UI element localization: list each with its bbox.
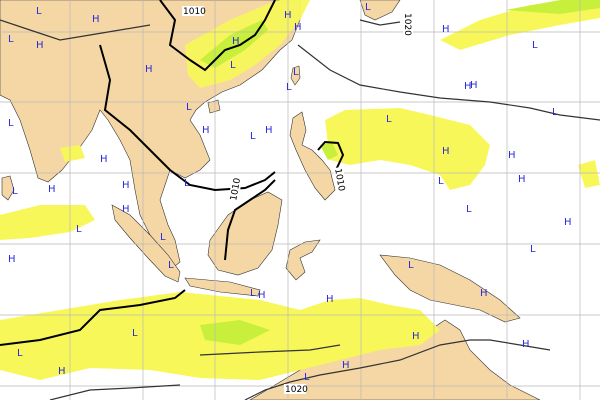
isobar-1020-australia bbox=[244, 339, 551, 400]
high-pressure-marker: H bbox=[202, 125, 210, 136]
high-pressure-marker: H bbox=[8, 254, 16, 265]
high-pressure-marker: H bbox=[342, 360, 350, 371]
isobar-sw bbox=[49, 384, 181, 400]
high-pressure-marker: H bbox=[470, 80, 478, 91]
high-pressure-marker: H bbox=[518, 174, 526, 185]
low-pressure-marker: L bbox=[12, 186, 18, 197]
low-pressure-marker: L bbox=[286, 82, 292, 93]
isobar-label: 1020 bbox=[285, 385, 308, 395]
low-pressure-marker: L bbox=[532, 40, 538, 51]
high-pressure-marker: H bbox=[145, 64, 153, 75]
low-pressure-marker: L bbox=[132, 328, 138, 339]
high-pressure-marker: H bbox=[464, 81, 472, 92]
precip-pacific-ne-core bbox=[505, 0, 600, 14]
precip-east bbox=[578, 160, 600, 188]
isobar-label: 1020 bbox=[402, 13, 412, 36]
isobar-indochina bbox=[99, 44, 276, 192]
high-pressure-marker: H bbox=[412, 331, 420, 342]
precip-bay bbox=[60, 145, 85, 162]
low-pressure-marker: L bbox=[230, 60, 236, 71]
low-pressure-marker: L bbox=[160, 232, 166, 243]
isobar-south bbox=[0, 289, 186, 346]
high-pressure-marker: H bbox=[92, 14, 100, 25]
isobar-mid-south bbox=[199, 344, 341, 356]
isobar-label: 1010 bbox=[183, 7, 206, 17]
land-sri-lanka bbox=[1, 175, 15, 201]
precip-philippine-core bbox=[320, 142, 338, 160]
precip-south-core bbox=[200, 320, 270, 345]
low-pressure-marker: L bbox=[530, 244, 536, 255]
land-new-guinea bbox=[379, 254, 521, 323]
land-taiwan bbox=[290, 65, 301, 86]
low-pressure-marker: L bbox=[304, 372, 310, 383]
isobar-1010-borneo bbox=[224, 179, 276, 261]
low-pressure-marker: L bbox=[17, 348, 23, 359]
high-pressure-marker: H bbox=[58, 366, 66, 377]
land-sulawesi bbox=[285, 239, 321, 281]
low-pressure-marker: L bbox=[168, 260, 174, 271]
precip-philippine-sea bbox=[325, 108, 490, 190]
high-pressure-marker: H bbox=[284, 10, 292, 21]
high-pressure-marker: H bbox=[48, 184, 56, 195]
low-pressure-marker: L bbox=[438, 176, 444, 187]
high-pressure-marker: H bbox=[480, 288, 488, 299]
high-pressure-marker: H bbox=[326, 294, 334, 305]
isobar-nw bbox=[0, 19, 151, 41]
low-pressure-marker: L bbox=[186, 102, 192, 113]
high-pressure-marker: H bbox=[100, 154, 108, 165]
precip-indian-ocean bbox=[0, 205, 95, 240]
isobar-labels: 1010 1020 1010 1010 1020 bbox=[182, 6, 413, 395]
low-pressure-marker: L bbox=[8, 118, 14, 129]
low-pressure-marker: L bbox=[250, 131, 256, 142]
low-pressure-marker: L bbox=[386, 114, 392, 125]
high-pressure-marker: H bbox=[564, 217, 572, 228]
low-pressure-marker: L bbox=[552, 107, 558, 118]
high-pressure-marker: H bbox=[265, 125, 273, 136]
precipitation-areas bbox=[0, 0, 600, 380]
land-japan bbox=[359, 0, 401, 21]
high-pressure-marker: H bbox=[36, 40, 44, 51]
isobar-1010-china bbox=[159, 0, 276, 72]
high-pressure-marker: H bbox=[232, 36, 240, 47]
low-pressure-marker: L bbox=[184, 178, 190, 189]
high-pressure-marker: H bbox=[522, 339, 530, 350]
isobar-label: 1010 bbox=[332, 168, 346, 193]
high-pressure-marker: H bbox=[442, 24, 450, 35]
isobar-1010-philippines bbox=[317, 140, 345, 173]
land-philippines bbox=[289, 111, 336, 201]
low-pressure-marker: L bbox=[76, 224, 82, 235]
high-pressure-marker: H bbox=[294, 22, 302, 33]
low-pressure-marker: L bbox=[250, 288, 256, 299]
isobar-label: 1010 bbox=[229, 177, 243, 202]
high-pressure-marker: H bbox=[508, 150, 516, 161]
low-pressure-marker: L bbox=[293, 67, 299, 78]
land-java bbox=[184, 277, 261, 297]
low-pressure-marker: L bbox=[408, 260, 414, 271]
high-pressure-marker: H bbox=[258, 290, 266, 301]
isobar-1020-japan bbox=[359, 19, 401, 26]
low-pressure-marker: L bbox=[365, 2, 371, 13]
high-pressure-marker: H bbox=[442, 146, 450, 157]
low-pressure-marker: L bbox=[8, 34, 14, 45]
high-pressure-marker: H bbox=[122, 204, 130, 215]
high-pressure-marker: H bbox=[122, 180, 130, 191]
isobar-1020-pacific bbox=[297, 44, 600, 121]
low-pressure-marker: L bbox=[466, 204, 472, 215]
low-pressure-marker: L bbox=[36, 6, 42, 17]
